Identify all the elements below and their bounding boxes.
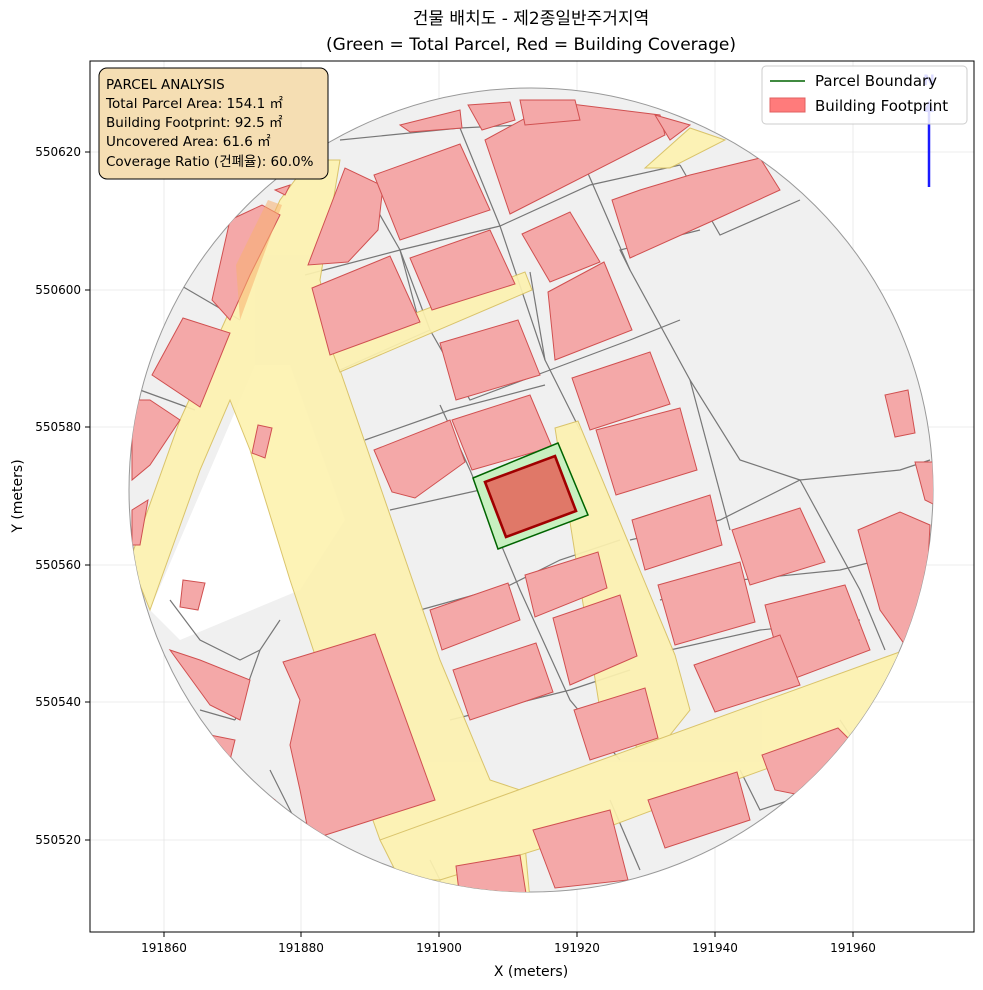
building	[552, 594, 638, 686]
legend-building-label: Building Footprint	[815, 97, 948, 115]
building	[311, 255, 421, 356]
building	[373, 419, 466, 499]
building	[409, 229, 516, 311]
building	[273, 184, 291, 196]
x-axis-label: X (meters)	[494, 964, 568, 980]
building	[467, 101, 516, 131]
building	[251, 424, 273, 459]
lot-line	[169, 599, 261, 661]
info-box-background	[98, 67, 329, 180]
building	[373, 143, 491, 241]
legend-parcel-label: Parcel Boundary	[815, 72, 937, 90]
x-tick-label: 191860	[141, 941, 187, 955]
legend-frame	[761, 65, 968, 125]
info-footprint: Building Footprint: 92.5 ㎡	[106, 115, 283, 131]
building	[653, 114, 692, 141]
x-tick-label: 191920	[554, 941, 600, 955]
info-uncovered: Uncovered Area: 61.6 ㎡	[106, 134, 271, 150]
x-tick-label: 191900	[416, 941, 462, 955]
building	[631, 494, 723, 571]
building	[547, 261, 633, 361]
building	[573, 687, 659, 761]
building	[884, 389, 916, 438]
info-parcel-area: Total Parcel Area: 154.1 ㎡	[105, 96, 283, 112]
y-tick-label: 550560	[35, 558, 81, 572]
roads	[129, 127, 907, 892]
building	[131, 399, 181, 482]
subject-building	[483, 454, 578, 539]
building	[179, 579, 206, 611]
plot-area	[89, 60, 975, 933]
x-tick-label: 191940	[692, 941, 738, 955]
y-tick-label: 550600	[35, 283, 81, 297]
building	[398, 109, 463, 133]
road-top-right	[643, 127, 727, 169]
lot-line	[364, 384, 546, 441]
plot-frame	[89, 60, 975, 933]
y-tick-label: 550520	[35, 833, 81, 847]
legend: Parcel Boundary Building Footprint	[761, 65, 968, 125]
building	[307, 167, 384, 266]
buildings	[131, 99, 933, 892]
building	[519, 99, 581, 126]
lot-line	[739, 769, 791, 811]
building	[452, 642, 554, 721]
lot-line	[199, 709, 236, 721]
y-tick-label: 550620	[35, 145, 81, 159]
building	[914, 461, 933, 506]
y-tick-label: 550580	[35, 420, 81, 434]
info-coverage: Coverage Ratio (건폐율): 60.0%	[106, 154, 314, 170]
building	[532, 809, 629, 889]
building	[168, 649, 251, 721]
x-tick-label: 191960	[830, 941, 876, 955]
x-axis: 191860 191880 191900 191920 191940 19196…	[141, 932, 876, 980]
info-box: PARCEL ANALYSIS Total Parcel Area: 154.1…	[98, 67, 329, 180]
x-tick-label: 191880	[278, 941, 324, 955]
lot-line	[689, 379, 801, 481]
building	[595, 407, 698, 496]
building	[524, 551, 608, 618]
lot-line	[529, 271, 546, 361]
legend-building-swatch	[769, 97, 806, 113]
building	[521, 211, 601, 283]
chart-subtitle: (Green = Total Parcel, Red = Building Co…	[326, 35, 736, 55]
building	[611, 157, 781, 259]
building	[439, 319, 541, 401]
building	[657, 561, 756, 646]
building	[647, 771, 751, 849]
y-tick-label: 550540	[35, 695, 81, 709]
building	[429, 582, 521, 651]
building	[131, 498, 149, 546]
building	[731, 507, 826, 586]
building	[282, 633, 436, 841]
y-axis: 550620 550600 550580 550560 550540 55052…	[10, 145, 90, 847]
lot-line	[579, 154, 731, 531]
building	[693, 634, 801, 713]
lot-line	[799, 479, 886, 651]
chart-title: 건물 배치도 - 제2종일반주거지역	[413, 9, 649, 29]
building	[571, 351, 671, 431]
lot-line	[389, 489, 481, 511]
info-title: PARCEL ANALYSIS	[106, 77, 225, 93]
y-axis-label: Y (meters)	[10, 459, 26, 533]
overlap-highlight	[236, 200, 282, 320]
building	[151, 317, 231, 408]
